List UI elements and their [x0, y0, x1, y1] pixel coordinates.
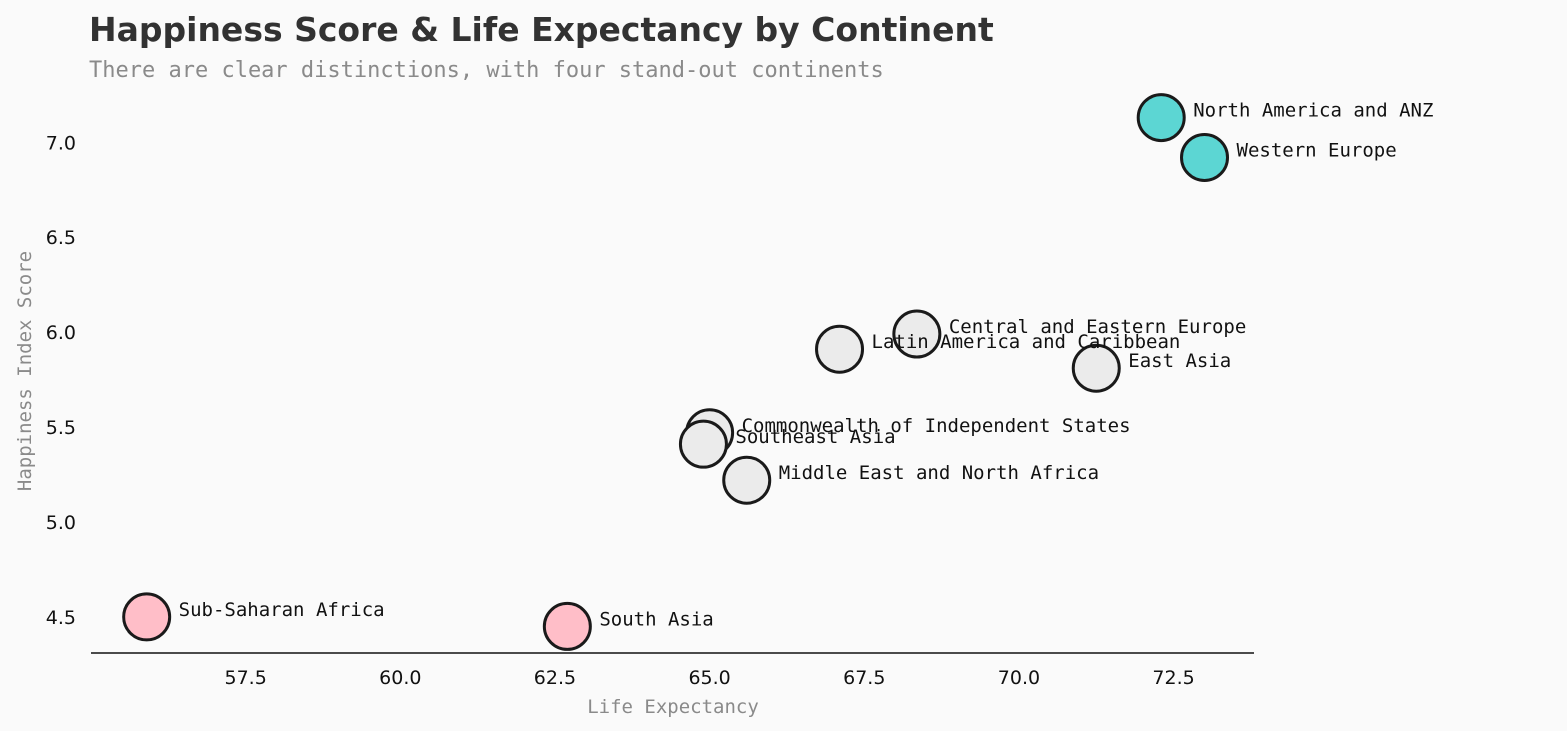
x-tick-label: 65.0 — [688, 667, 730, 689]
point-south-asia — [542, 601, 592, 651]
label-central-and-eastern-europe: Central and Eastern Europe — [949, 316, 1246, 338]
point-central-and-eastern-europe — [892, 309, 942, 359]
label-south-asia: South Asia — [599, 608, 713, 630]
label-north-america-and-anz: North America and ANZ — [1193, 100, 1433, 122]
data-points — [122, 93, 1230, 651]
label-commonwealth-of-independent-states: Commonwealth of Independent States — [742, 415, 1131, 437]
chart-subtitle: There are clear distinctions, with four … — [89, 58, 884, 83]
label-sub-saharan-africa: Sub-Saharan Africa — [179, 599, 385, 621]
y-tick-label: 6.5 — [46, 227, 76, 249]
label-southeast-asia: Southeast Asia — [735, 426, 895, 448]
label-latin-america-and-caribbean: Latin America and Caribbean — [872, 331, 1181, 353]
x-tick-label: 70.0 — [998, 667, 1040, 689]
y-tick-label: 7.0 — [46, 132, 76, 154]
x-tick-label: 57.5 — [224, 667, 266, 689]
point-middle-east-and-north-africa — [722, 455, 772, 505]
point-east-asia — [1071, 343, 1121, 393]
point-labels: North America and ANZ Western Europe Centr… — [179, 100, 1434, 631]
chart-title: Happiness Score & Life Expectancy by Con… — [89, 10, 994, 49]
y-axis-ticks: 4.5 5.0 5.5 6.0 6.5 7.0 — [46, 132, 76, 629]
y-tick-label: 5.0 — [46, 512, 76, 534]
point-western-europe — [1180, 132, 1230, 182]
y-tick-label: 4.5 — [46, 607, 76, 629]
point-latin-america-and-caribbean — [815, 324, 865, 374]
y-tick-label: 5.5 — [46, 417, 76, 439]
x-axis-label: Life Expectancy — [587, 696, 759, 718]
y-tick-label: 6.0 — [46, 322, 76, 344]
point-sub-saharan-africa — [122, 592, 172, 642]
label-middle-east-and-north-africa: Middle East and North Africa — [779, 462, 1099, 484]
x-tick-label: 60.0 — [379, 667, 421, 689]
label-east-asia: East Asia — [1128, 350, 1231, 372]
label-western-europe: Western Europe — [1237, 139, 1397, 161]
point-north-america-and-anz — [1136, 93, 1186, 143]
x-tick-label: 72.5 — [1152, 667, 1194, 689]
y-axis-label: Happiness Index Score — [14, 251, 36, 491]
x-tick-label: 62.5 — [534, 667, 576, 689]
x-axis-ticks: 57.5 60.0 62.5 65.0 67.5 70.0 72.5 — [224, 667, 1194, 689]
point-southeast-asia — [678, 419, 728, 469]
x-tick-label: 67.5 — [843, 667, 885, 689]
